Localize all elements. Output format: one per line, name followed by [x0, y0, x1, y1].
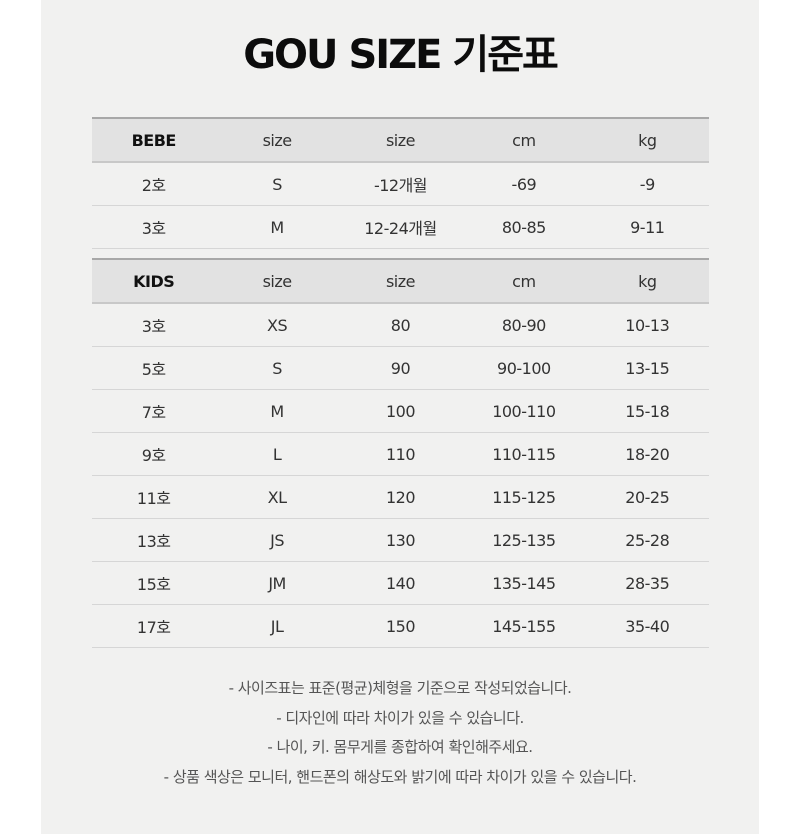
table-cell: XL: [215, 475, 339, 519]
table-cell: 28-35: [585, 561, 709, 605]
table-cell: -9: [585, 162, 709, 206]
table-cell: JS: [215, 518, 339, 562]
table-cell: 80: [338, 303, 463, 347]
page-title: GOU SIZE 기준표: [243, 32, 559, 78]
table-cell: 9-11: [585, 205, 709, 249]
table-cell: 15호: [92, 561, 216, 605]
table-row: 15호 JM 140 135-145 28-35: [92, 561, 709, 605]
table-cell: 90: [338, 346, 463, 390]
table-row: 11호 XL 120 115-125 20-25: [92, 475, 709, 519]
column-header: kg: [585, 117, 709, 163]
column-header: size: [338, 117, 463, 163]
note-line: - 디자인에 따라 차이가 있을 수 있습니다.: [276, 708, 524, 727]
note-line: - 상품 색상은 모니터, 핸드폰의 해상도와 밝기에 따라 차이가 있을 수 …: [163, 767, 637, 786]
table-cell: 90-100: [462, 346, 586, 390]
table-cell: 115-125: [462, 475, 586, 519]
table-row: 13호 JS 130 125-135 25-28: [92, 518, 709, 562]
table-row: 7호 M 100 100-110 15-18: [92, 389, 709, 433]
category-header: BEBE: [92, 117, 216, 163]
table-header-row: BEBE size size cm kg: [92, 117, 709, 163]
bebe-size-table: BEBE size size cm kg 2호 S -12개월 -69 -9 3호 M 12-24개월…: [92, 117, 709, 249]
table-row: 9호 L 110 110-115 18-20: [92, 432, 709, 476]
table-row: 3호 M 12-24개월 80-85 9-11: [92, 205, 709, 249]
column-header: size: [215, 117, 339, 163]
table-cell: 80-90: [462, 303, 586, 347]
size-chart-panel: GOU SIZE 기준표 BEBE size size cm kg 2호 S -12개월 -6…: [41, 0, 759, 834]
table-cell: 135-145: [462, 561, 586, 605]
table-row: 17호 JL 150 145-155 35-40: [92, 604, 709, 648]
table-cell: -12개월: [338, 162, 463, 206]
table-cell: 125-135: [462, 518, 586, 562]
table-cell: 13호: [92, 518, 216, 562]
table-cell: 110-115: [462, 432, 586, 476]
table-cell: -69: [462, 162, 586, 206]
table-cell: 3호: [92, 303, 216, 347]
table-cell: 120: [338, 475, 463, 519]
table-row: 2호 S -12개월 -69 -9: [92, 162, 709, 206]
table-cell: L: [215, 432, 339, 476]
table-cell: 100-110: [462, 389, 586, 433]
table-cell: 13-15: [585, 346, 709, 390]
table-cell: S: [215, 162, 339, 206]
column-header: cm: [462, 117, 586, 163]
table-cell: 80-85: [462, 205, 586, 249]
table-cell: 25-28: [585, 518, 709, 562]
table-cell: 18-20: [585, 432, 709, 476]
column-header: cm: [462, 258, 586, 304]
table-cell: 5호: [92, 346, 216, 390]
table-cell: XS: [215, 303, 339, 347]
table-cell: 110: [338, 432, 463, 476]
table-cell: 11호: [92, 475, 216, 519]
table-header-row: KIDS size size cm kg: [92, 258, 709, 304]
column-header: size: [215, 258, 339, 304]
table-cell: 100: [338, 389, 463, 433]
note-line: - 사이즈표는 표준(평균)체형을 기준으로 작성되었습니다.: [228, 679, 572, 697]
table-cell: JL: [215, 604, 339, 648]
table-cell: 7호: [92, 389, 216, 433]
table-row: 3호 XS 80 80-90 10-13: [92, 303, 709, 347]
table-cell: 35-40: [585, 604, 709, 648]
column-header: kg: [585, 258, 709, 304]
table-cell: M: [215, 389, 339, 433]
kids-size-table: KIDS size size cm kg 3호 XS 80 80-90 10-13 5호 S 90 90…: [92, 258, 709, 648]
table-cell: JM: [215, 561, 339, 605]
notes: - 사이즈표는 표준(평균)체형을 기준으로 작성되었습니다. - 디자인에 따…: [41, 676, 759, 794]
table-cell: 3호: [92, 205, 216, 249]
table-cell: 12-24개월: [338, 205, 463, 249]
table-cell: 2호: [92, 162, 216, 206]
table-cell: 140: [338, 561, 463, 605]
table-cell: 130: [338, 518, 463, 562]
table-cell: 15-18: [585, 389, 709, 433]
column-header: size: [338, 258, 463, 304]
table-cell: 10-13: [585, 303, 709, 347]
table-cell: 9호: [92, 432, 216, 476]
table-cell: 150: [338, 604, 463, 648]
table-cell: S: [215, 346, 339, 390]
table-cell: M: [215, 205, 339, 249]
category-header: KIDS: [92, 258, 216, 304]
table-cell: 145-155: [462, 604, 586, 648]
table-row: 5호 S 90 90-100 13-15: [92, 346, 709, 390]
table-cell: 17호: [92, 604, 216, 648]
table-cell: 20-25: [585, 475, 709, 519]
note-line: - 나이, 키. 몸무게를 종합하여 확인해주세요.: [267, 738, 533, 756]
